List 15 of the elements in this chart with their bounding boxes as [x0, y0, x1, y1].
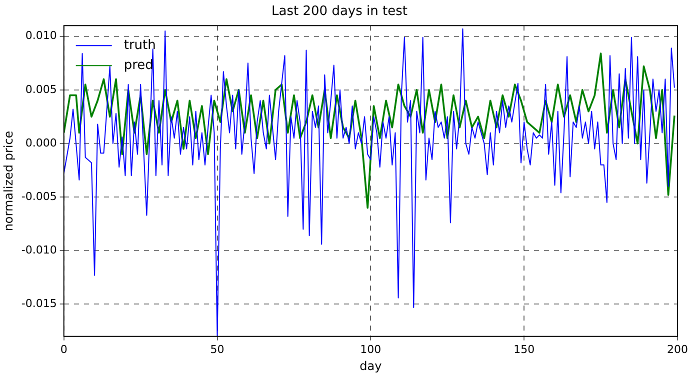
- y-tick-label: 0.000: [25, 136, 57, 150]
- x-tick-label: 50: [210, 342, 224, 356]
- legend-label: truth: [124, 38, 156, 53]
- y-tick-label: -0.010: [21, 244, 57, 257]
- y-axis-title: normalized price: [1, 130, 16, 232]
- x-axis-title: day: [360, 358, 382, 373]
- y-tick-label: 0.010: [25, 29, 57, 42]
- chart-title: Last 200 days in test: [272, 4, 408, 20]
- x-tick-label: 200: [667, 342, 688, 356]
- y-tick-label: -0.005: [21, 190, 57, 203]
- x-tick-label: 100: [360, 342, 382, 356]
- x-tick-label: 150: [514, 342, 535, 356]
- y-tick-label: 0.005: [25, 82, 57, 96]
- x-tick-label: 0: [60, 342, 68, 356]
- y-tick-label: -0.015: [21, 297, 57, 310]
